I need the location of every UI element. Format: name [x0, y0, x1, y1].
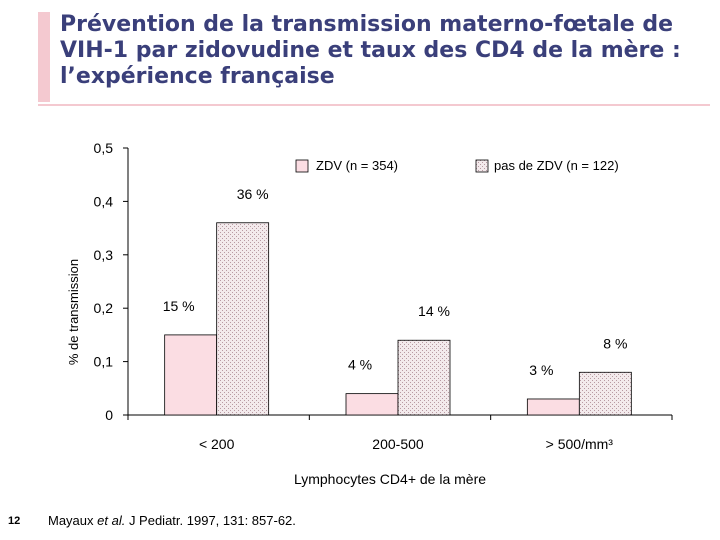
- citation-etal: et al.: [97, 513, 126, 528]
- citation-reference: J Pediatr. 1997, 131: 857-62.: [125, 513, 296, 528]
- y-tick-label: 0: [105, 407, 113, 423]
- data-label: 14 %: [418, 303, 450, 319]
- x-tick-label: > 500/mm³: [546, 436, 614, 452]
- citation: Mayaux et al. J Pediatr. 1997, 131: 857-…: [48, 513, 296, 528]
- bar-no-zdv: [578, 371, 632, 416]
- page-number: 12: [8, 515, 21, 527]
- y-tick-label: 0,5: [94, 140, 114, 156]
- y-tick-label: 0,4: [94, 193, 114, 209]
- data-label: 3 %: [529, 362, 553, 378]
- bar-zdv: [345, 393, 399, 416]
- data-label: 8 %: [603, 335, 627, 351]
- x-tick-label: 200-500: [372, 436, 424, 452]
- legend-swatch-zdv: [295, 159, 309, 173]
- bar-zdv: [526, 398, 580, 416]
- y-tick-label: 0,1: [94, 354, 114, 370]
- chart-bars: [164, 222, 632, 416]
- y-axis-label: % de transmission: [66, 259, 81, 365]
- data-label: 15 %: [163, 298, 195, 314]
- chart-labels: < 200 15 % 36 % 200-500 4 % 14 % > 500/mm³ 3 % 8…: [163, 186, 628, 452]
- title-accent-bar: [38, 12, 50, 102]
- x-axis-label: Lymphocytes CD4+ de la mère: [294, 471, 486, 487]
- x-tick-label: < 200: [199, 436, 235, 452]
- bar-zdv: [164, 334, 218, 416]
- bar-no-zdv: [397, 339, 451, 416]
- legend-label-no-zdv: pas de ZDV (n = 122): [494, 158, 619, 173]
- legend-label-zdv: ZDV (n = 354): [316, 158, 398, 173]
- bar-no-zdv: [216, 222, 270, 416]
- legend-swatch-no-zdv: [475, 159, 489, 173]
- data-label: 4 %: [348, 357, 372, 373]
- slide-title: Prévention de la transmission materno-fœ…: [60, 12, 681, 89]
- y-tick-label: 0,2: [94, 300, 114, 316]
- data-label: 36 %: [237, 186, 269, 202]
- title-underline: [38, 104, 710, 106]
- citation-authors: Mayaux: [48, 513, 98, 528]
- y-tick-label: 0,3: [94, 247, 114, 263]
